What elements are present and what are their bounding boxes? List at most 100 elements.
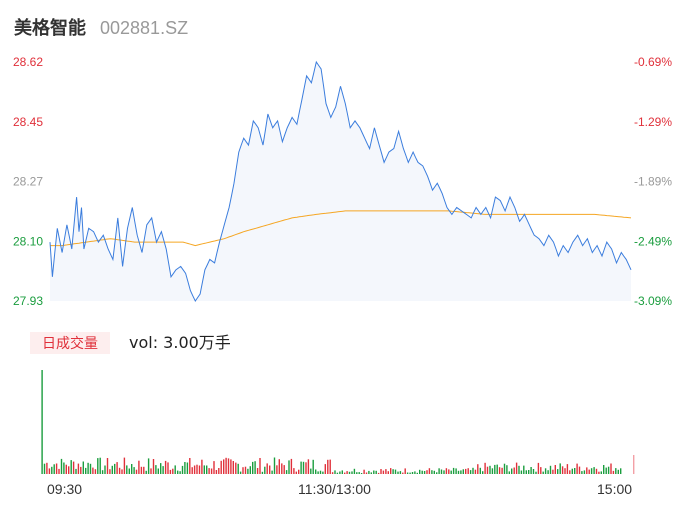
- volume-bar: [385, 469, 387, 474]
- average-line-path: [50, 210, 632, 247]
- volume-bar: [298, 469, 300, 474]
- volume-bar: [411, 472, 414, 474]
- volume-bar: [356, 472, 358, 474]
- volume-bar: [143, 466, 145, 474]
- volume-bar: [373, 470, 375, 474]
- volume-bar: [375, 470, 377, 474]
- volume-bar: [377, 472, 380, 474]
- volume-bar: [300, 461, 302, 474]
- volume-bar: [109, 469, 111, 474]
- volume-bar: [169, 469, 172, 474]
- daily-volume-badge[interactable]: 日成交量: [30, 332, 110, 354]
- volume-bar: [55, 463, 58, 474]
- volume-bar: [339, 471, 341, 474]
- volume-bar: [397, 471, 399, 474]
- volume-bar: [196, 464, 198, 474]
- volume-bar: [559, 463, 561, 474]
- volume-bar: [549, 465, 552, 474]
- volume-bar: [181, 465, 184, 474]
- volume-bar: [305, 462, 307, 474]
- volume-bar: [633, 455, 635, 474]
- volume-bar: [220, 460, 222, 474]
- volume-bar: [593, 467, 595, 474]
- volume-bar: [87, 462, 89, 474]
- volume-bar: [244, 466, 247, 474]
- volume-bar: [583, 470, 586, 474]
- volume-bar: [620, 468, 622, 474]
- volume-bar: [106, 458, 109, 474]
- volume-bar: [382, 470, 385, 474]
- stock-name: 美格智能: [14, 18, 86, 39]
- volume-bar: [574, 468, 576, 474]
- volume-bar: [358, 472, 360, 474]
- volume-bar: [353, 468, 356, 474]
- volume-bar: [520, 470, 523, 474]
- volume-bar: [312, 459, 314, 474]
- volume-bar: [201, 459, 203, 474]
- volume-bar: [390, 468, 392, 474]
- volume-bar: [53, 464, 55, 474]
- volume-bar: [310, 468, 312, 474]
- volume-bar: [423, 471, 426, 474]
- volume-bar: [506, 465, 508, 474]
- volume-bar: [162, 466, 164, 474]
- volume-bar: [467, 468, 469, 474]
- volume-bar: [101, 470, 104, 474]
- volume-bar: [145, 470, 147, 474]
- volume-bar: [41, 370, 43, 474]
- volume-bar: [566, 464, 569, 474]
- volume-bar: [465, 468, 467, 474]
- volume-bar: [252, 461, 254, 474]
- volume-bar: [147, 458, 150, 474]
- volume-bar: [114, 463, 116, 474]
- volume-bar: [571, 468, 573, 474]
- volume-bar: [302, 461, 305, 474]
- time-label-end: 15:00: [597, 481, 633, 497]
- volume-bar: [121, 469, 123, 474]
- volume-bar: [542, 471, 544, 474]
- volume-bar: [111, 465, 113, 474]
- volume-bar: [595, 468, 598, 474]
- left-price-ticks: 28.62 28.45 28.27 28.10 27.93: [13, 55, 43, 308]
- volume-bar: [254, 461, 256, 474]
- volume-bar: [58, 468, 60, 474]
- volume-bar: [322, 471, 324, 474]
- left-tick-label: 28.62: [13, 55, 43, 69]
- volume-bar: [135, 469, 138, 474]
- volume-bar: [600, 471, 602, 474]
- volume-bar: [249, 466, 251, 474]
- volume-bar: [472, 467, 474, 474]
- header: 美格智能 002881.SZ: [14, 14, 188, 39]
- volume-bar: [232, 461, 234, 474]
- volume-bar: [237, 463, 239, 474]
- volume-bar: [605, 467, 607, 474]
- volume-bar: [348, 471, 351, 474]
- volume-bar: [484, 462, 486, 474]
- volume-bar: [179, 471, 181, 474]
- volume-bar: [457, 470, 460, 474]
- volume-bar: [448, 469, 450, 474]
- volume-bar: [247, 468, 249, 474]
- volume-bar: [402, 472, 404, 474]
- right-percent-ticks: -0.69% -1.29% -1.89% -2.49% -3.09%: [634, 55, 672, 308]
- price-line-path: [49, 60, 632, 302]
- volume-bar: [363, 469, 365, 474]
- volume-bar: [370, 472, 372, 474]
- volume-bar: [552, 469, 554, 474]
- volume-bar: [477, 464, 479, 474]
- volume-bar: [569, 470, 571, 474]
- volume-bar: [283, 465, 285, 474]
- volume-bar: [215, 470, 218, 474]
- volume-bar: [603, 465, 605, 474]
- volume-bar: [227, 458, 230, 474]
- volume-bar: [290, 458, 293, 474]
- price-area: [50, 62, 631, 301]
- volume-bar: [455, 468, 457, 474]
- volume-bar: [186, 462, 189, 474]
- volume-bar: [544, 468, 547, 474]
- volume-bar: [189, 458, 191, 474]
- volume-bar: [174, 465, 176, 474]
- volume-bar: [48, 468, 51, 474]
- volume-bar: [404, 468, 406, 474]
- left-tick-label: 28.27: [13, 175, 43, 189]
